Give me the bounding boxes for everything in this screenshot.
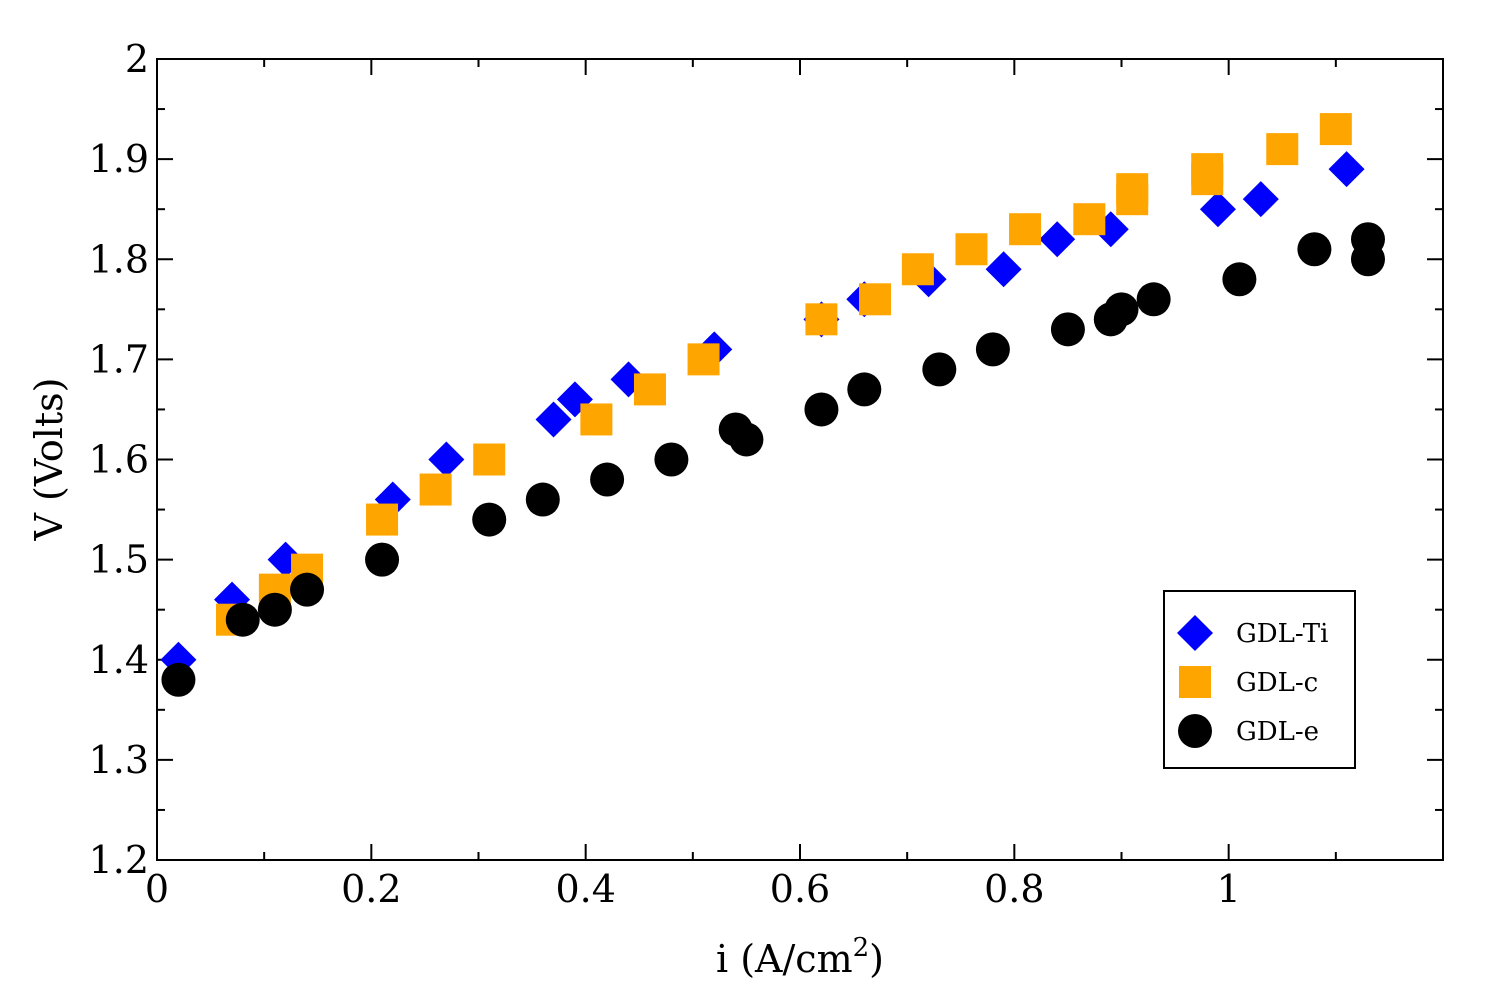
x-tick-label: 0 xyxy=(145,867,169,911)
y-axis-title: V (Volts) xyxy=(27,378,71,542)
y-tick-label: 1.2 xyxy=(89,838,149,882)
y-tick-label: 1.8 xyxy=(89,237,149,281)
point-gdl-ti xyxy=(1328,151,1365,188)
point-gdl-e xyxy=(257,592,292,627)
point-gdl-c xyxy=(1116,173,1149,206)
x-tick-label: 1 xyxy=(1217,867,1241,911)
point-gdl-ti xyxy=(985,251,1022,288)
point-gdl-e xyxy=(804,392,839,427)
point-gdl-e xyxy=(975,332,1010,367)
y-tick-label: 1.3 xyxy=(89,738,149,782)
x-tick-label: 0.8 xyxy=(984,867,1044,911)
y-tick-label: 1.5 xyxy=(89,538,149,582)
x-tick-label: 0.2 xyxy=(341,867,401,911)
point-gdl-ti xyxy=(1039,221,1076,258)
point-gdl-c xyxy=(473,443,506,476)
x-tick-label: 0.6 xyxy=(770,867,830,911)
y-tick-label: 1.9 xyxy=(89,137,149,181)
point-gdl-c xyxy=(1009,213,1042,246)
point-gdl-e xyxy=(472,502,507,537)
point-gdl-c xyxy=(366,503,399,536)
point-gdl-c xyxy=(1266,133,1299,166)
point-gdl-e xyxy=(847,372,882,407)
point-gdl-e xyxy=(365,542,400,577)
legend-marker-gdl-e xyxy=(1178,714,1212,748)
series-gdl-c xyxy=(216,113,1352,636)
data-points xyxy=(160,113,1385,697)
point-gdl-c xyxy=(419,473,452,506)
point-gdl-ti xyxy=(535,401,572,438)
point-gdl-e xyxy=(654,442,689,477)
point-gdl-e xyxy=(1350,222,1385,257)
y-tick-label: 1.4 xyxy=(89,638,149,682)
y-tick-label: 1.6 xyxy=(89,438,149,482)
point-gdl-e xyxy=(1136,282,1171,317)
point-gdl-c xyxy=(633,373,666,406)
point-gdl-c xyxy=(1073,203,1106,236)
x-axis-title-main: i (A/cm xyxy=(716,937,853,981)
point-gdl-ti xyxy=(1242,181,1279,218)
point-gdl-e xyxy=(729,422,764,457)
legend-label-gdl-e: GDL-e xyxy=(1236,717,1319,747)
x-tick-label: 0.4 xyxy=(555,867,615,911)
point-gdl-e xyxy=(1297,232,1332,267)
ticks: 0 0.2 0.4 0.6 0.8 1 1.2 1.3 1.4 1.5 1.6 1.7 1.8 1.9 2 xyxy=(89,37,1443,911)
point-gdl-e xyxy=(225,602,260,637)
point-gdl-e xyxy=(1222,262,1257,297)
legend-marker-gdl-c xyxy=(1179,666,1211,698)
x-axis-title-suffix: ) xyxy=(869,937,884,981)
point-gdl-c xyxy=(901,253,934,286)
point-gdl-c xyxy=(859,283,892,316)
point-gdl-c xyxy=(1191,153,1224,186)
x-axis-title: i (A/cm2) xyxy=(716,933,884,981)
point-gdl-e xyxy=(290,572,325,607)
point-gdl-c xyxy=(1319,113,1352,146)
point-gdl-e xyxy=(1050,312,1085,347)
series-gdl-e xyxy=(161,222,1385,697)
point-gdl-c xyxy=(687,343,720,376)
point-gdl-c xyxy=(805,303,838,336)
legend: GDL-Ti GDL-c GDL-e xyxy=(1163,590,1356,769)
point-gdl-ti xyxy=(1199,191,1236,228)
y-tick-label: 2 xyxy=(125,37,149,81)
y-tick-label: 1.7 xyxy=(89,337,149,381)
x-axis-title-superscript: 2 xyxy=(853,933,870,963)
legend-marker-gdl-ti xyxy=(1177,615,1213,651)
legend-label-gdl-c: GDL-c xyxy=(1236,668,1318,698)
point-gdl-e xyxy=(161,662,196,697)
point-gdl-c xyxy=(955,233,988,266)
point-gdl-e xyxy=(525,482,560,517)
point-gdl-c xyxy=(580,403,613,436)
point-gdl-ti xyxy=(428,441,465,478)
point-gdl-e xyxy=(590,462,625,497)
point-gdl-e xyxy=(922,352,957,387)
legend-label-gdl-ti: GDL-Ti xyxy=(1236,619,1328,649)
point-gdl-e xyxy=(1104,292,1139,327)
